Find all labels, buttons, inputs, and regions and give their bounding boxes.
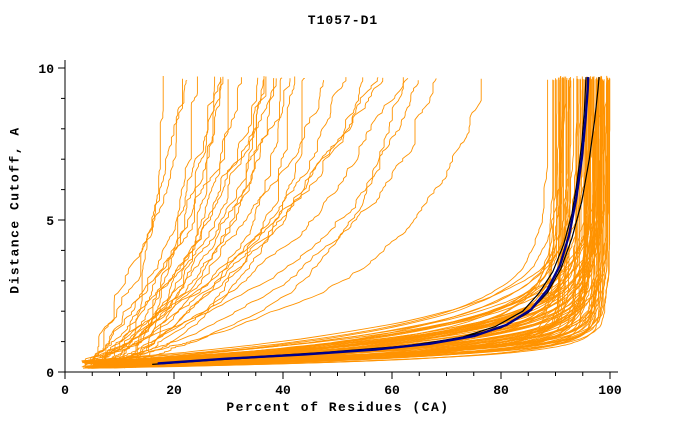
model-curve (100, 77, 242, 368)
model-curve (117, 78, 437, 362)
model-curve (101, 77, 594, 365)
model-curve (86, 77, 602, 363)
model-curve (110, 80, 609, 362)
model-curve (85, 80, 419, 362)
model-curve (111, 79, 605, 363)
model-curve (101, 78, 482, 364)
model-curve (81, 79, 549, 363)
model-curve (83, 77, 610, 369)
model-curve (87, 78, 598, 369)
model-curve (106, 77, 601, 365)
model-curve (96, 79, 222, 365)
y-tick-label: 0 (46, 366, 54, 381)
model-curve (85, 77, 599, 364)
y-tick-label: 5 (46, 214, 54, 229)
model-curve (93, 77, 259, 366)
model-curve (97, 77, 347, 368)
model-curve (99, 80, 604, 368)
model-curve (113, 78, 599, 366)
x-tick-label: 80 (493, 383, 509, 398)
model-curve (122, 76, 164, 368)
x-axis-label: Percent of Residues (CA) (226, 400, 450, 415)
x-tick-label: 20 (166, 383, 182, 398)
model-curve (111, 78, 409, 368)
model-curve (99, 78, 265, 362)
y-tick-label: 10 (38, 62, 54, 77)
model-curve (87, 78, 556, 369)
model-curve (95, 76, 562, 367)
model-curve (91, 80, 324, 365)
model-curve (106, 77, 283, 367)
x-tick-label: 0 (61, 383, 69, 398)
model-curve (104, 78, 588, 369)
model-curve (110, 76, 588, 366)
model-curve (84, 76, 216, 366)
x-tick-label: 100 (598, 383, 622, 398)
model-curve (128, 76, 296, 361)
model-curve (101, 79, 592, 364)
model-curve (114, 76, 265, 368)
x-tick-label: 60 (384, 383, 400, 398)
model-curve (104, 79, 592, 363)
model-curve (95, 80, 569, 362)
model-curve (128, 77, 404, 364)
model-curve (85, 78, 611, 365)
model-curve (124, 78, 305, 369)
model-curve (84, 78, 277, 365)
model-curve (121, 77, 364, 362)
model-curve (90, 79, 585, 369)
plot-title: T1057-D1 (307, 13, 379, 28)
model-curve (134, 76, 198, 368)
model-curve (90, 78, 183, 364)
model-curve (96, 76, 603, 368)
model-curve (96, 76, 600, 367)
model-curve (92, 80, 595, 365)
x-tick-label: 40 (275, 383, 291, 398)
model-curve (111, 79, 603, 368)
model-curve (109, 80, 591, 362)
model-curve (113, 77, 571, 362)
model-curve (106, 78, 578, 365)
model-curve (100, 77, 559, 367)
model-curve (90, 80, 188, 366)
model-curve (99, 77, 384, 368)
best-model-curve (157, 77, 590, 365)
model-curve (133, 76, 267, 364)
model-curve (97, 78, 592, 362)
